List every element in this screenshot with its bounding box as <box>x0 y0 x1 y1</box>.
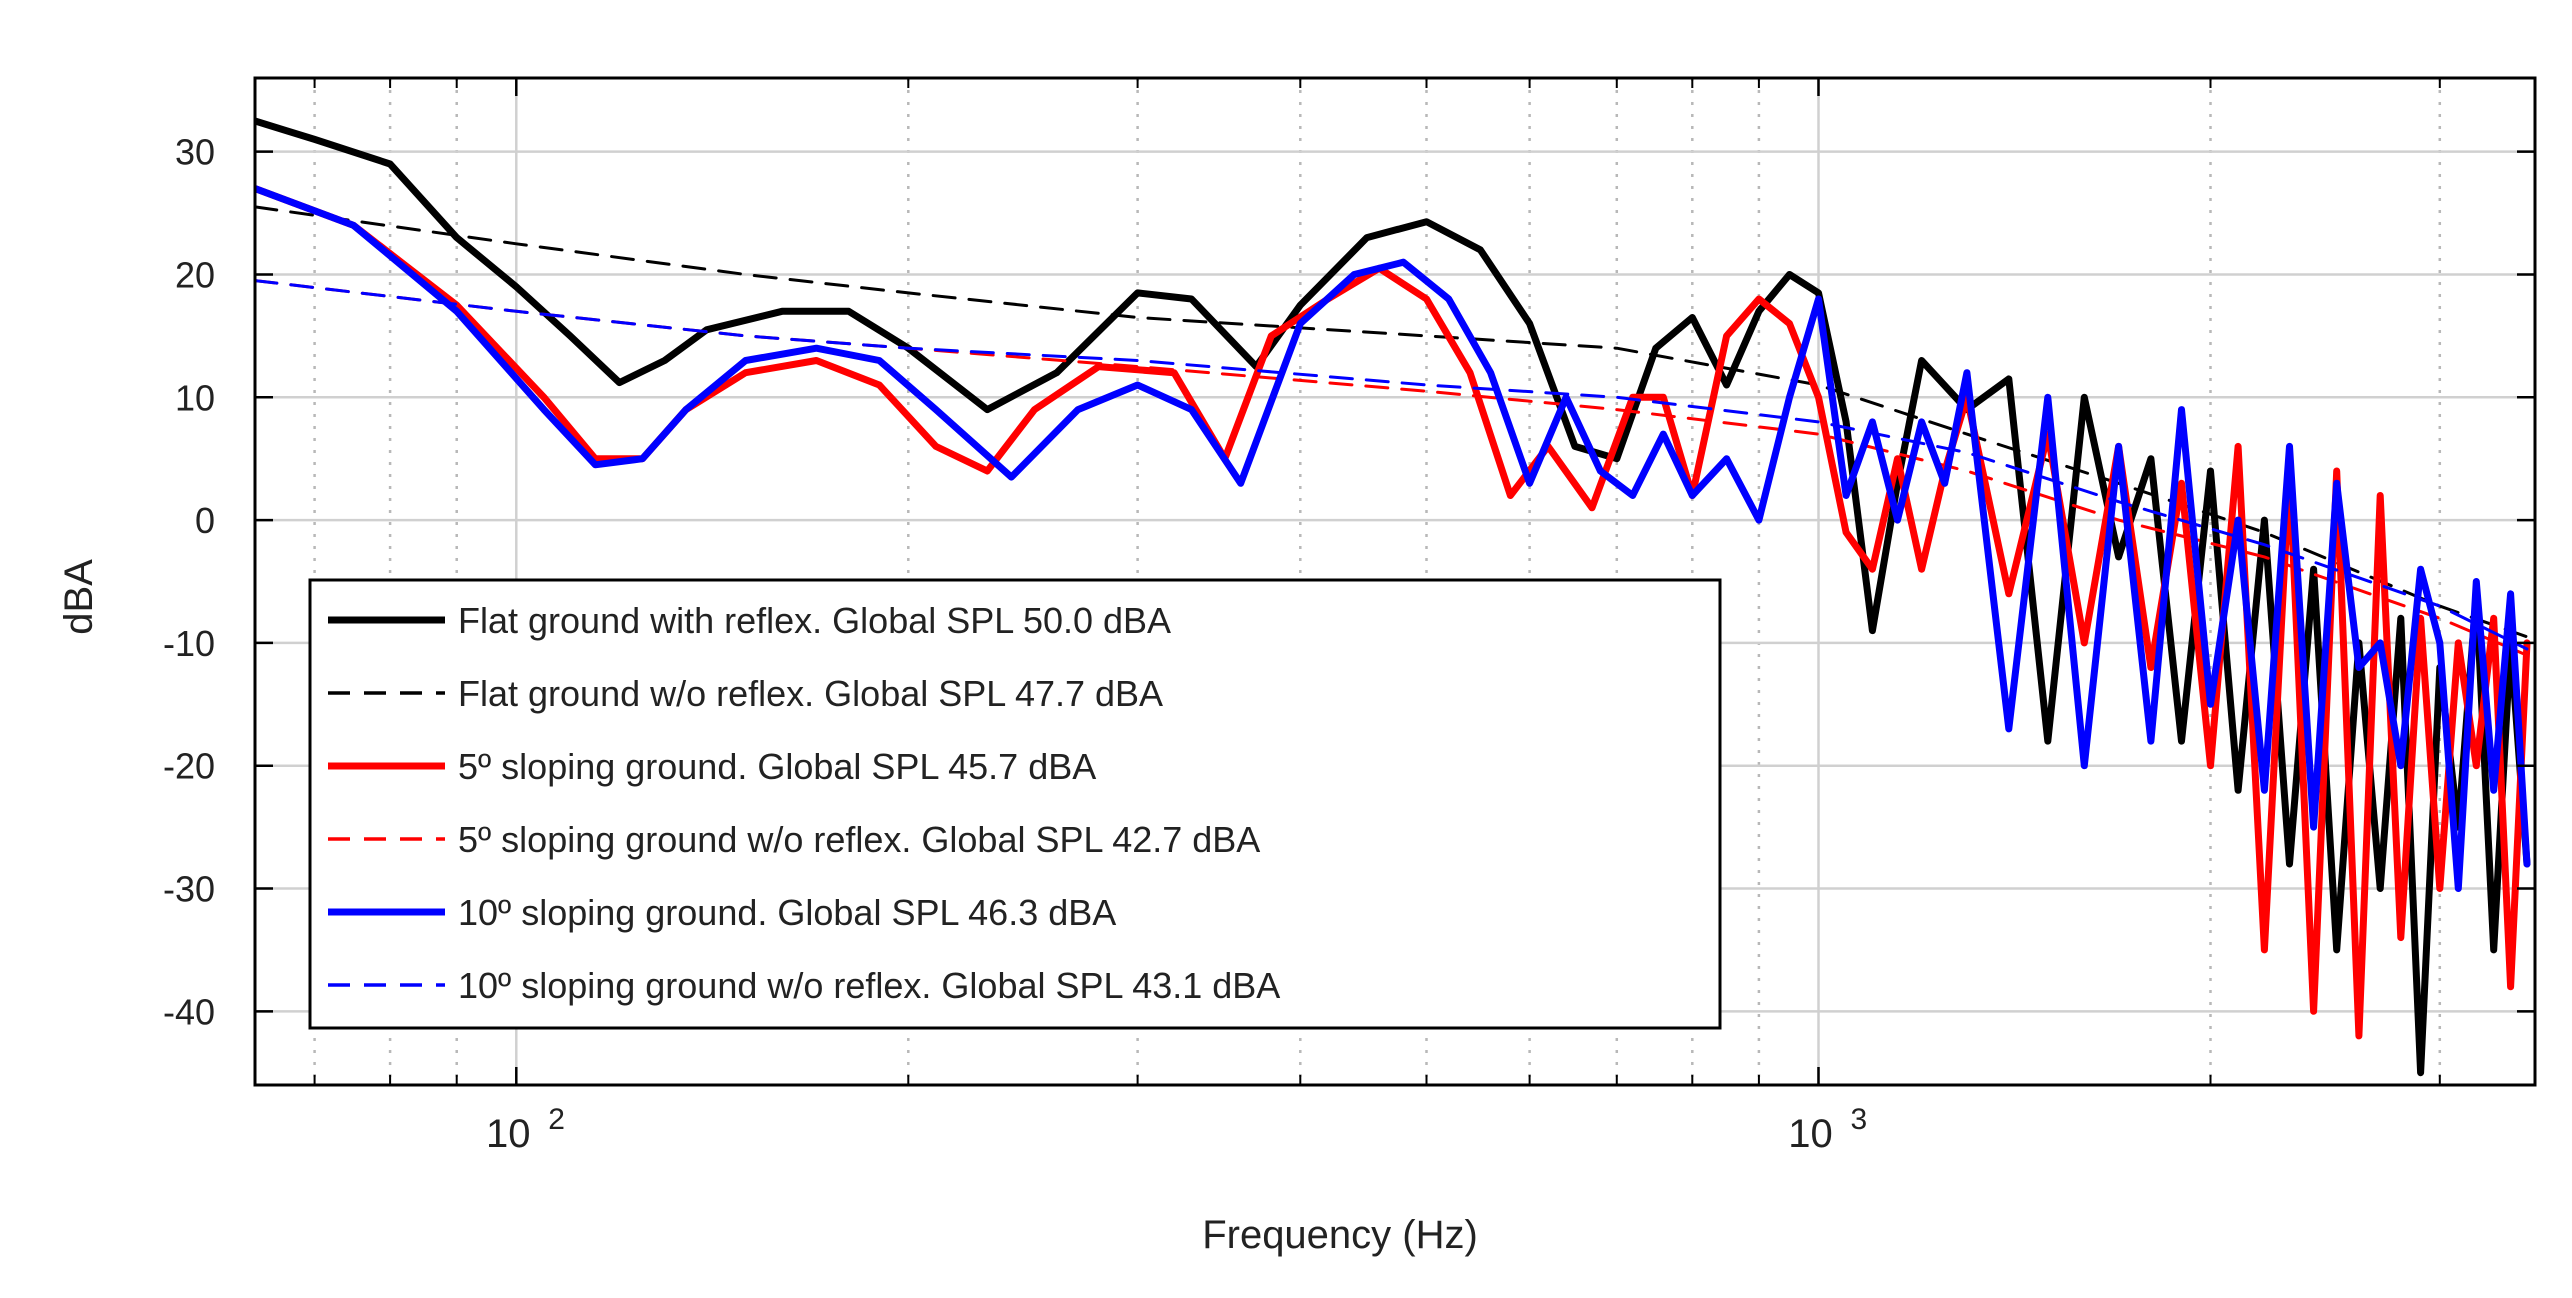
x-tick-label-exponent: 3 <box>1850 1103 1867 1136</box>
legend-items: Flat ground with reflex. Global SPL 50.0… <box>328 600 1280 1006</box>
series-line-6 <box>255 279 2529 651</box>
series-line-3 <box>255 185 2531 1040</box>
y-tick-label: 0 <box>195 500 215 541</box>
y-tick-label: -20 <box>163 746 215 787</box>
y-tick-label: 30 <box>175 132 215 173</box>
y-tick-label: -30 <box>163 869 215 910</box>
x-tick-label: 10 <box>486 1112 531 1156</box>
series-line-2 <box>255 205 2529 639</box>
tick-marks <box>255 78 2535 1085</box>
legend-label-2: Flat ground w/o reflex. Global SPL 47.7 … <box>458 673 1163 714</box>
series-line-4 <box>255 279 2529 657</box>
x-tick-labels: 10 2 10 3 <box>486 1103 1867 1156</box>
legend-label-4: 5º sloping ground w/o reflex. Global SPL… <box>458 819 1260 860</box>
x-tick-label-exponent: 2 <box>548 1103 565 1136</box>
legend-label-1: Flat ground with reflex. Global SPL 50.0… <box>458 600 1171 641</box>
x-tick-label: 10 <box>1788 1112 1833 1156</box>
legend-label-5: 10º sloping ground. Global SPL 46.3 dBA <box>458 892 1116 933</box>
series-line-5 <box>255 185 2531 892</box>
y-tick-label: -40 <box>163 991 215 1032</box>
x-axis-title: Frequency (Hz) <box>1202 1213 1478 1257</box>
legend-label-6: 10º sloping ground w/o reflex. Global SP… <box>458 965 1280 1006</box>
y-tick-label: -10 <box>163 623 215 664</box>
legend-label-3: 5º sloping ground. Global SPL 45.7 dBA <box>458 746 1096 787</box>
y-tick-label: 20 <box>175 254 215 295</box>
y-axis-title: dBA <box>57 559 101 635</box>
y-tick-labels: 30 20 10 0 -10 -20 -30 -40 <box>163 132 215 1033</box>
y-tick-label: 10 <box>175 377 215 418</box>
plot-frame <box>253 76 2537 1087</box>
series-lines <box>255 117 2531 1077</box>
legend-box <box>308 578 1722 1030</box>
legend: Flat ground with reflex. Global SPL 50.0… <box>308 578 1722 1030</box>
series-line-1 <box>255 117 2531 1077</box>
